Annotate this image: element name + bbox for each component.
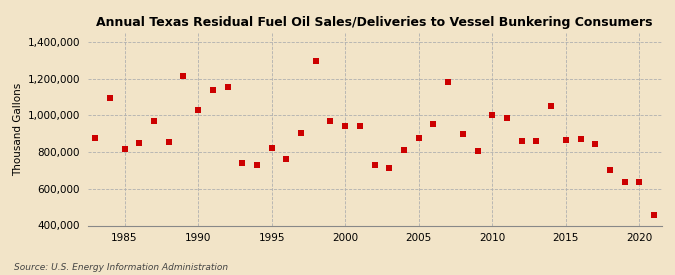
- Point: [590, 142, 601, 146]
- Point: [546, 104, 557, 109]
- Point: [443, 79, 454, 84]
- Point: [252, 163, 263, 167]
- Point: [516, 139, 527, 143]
- Point: [325, 119, 336, 123]
- Point: [560, 138, 571, 142]
- Point: [399, 148, 410, 153]
- Point: [281, 157, 292, 162]
- Point: [472, 149, 483, 153]
- Point: [296, 131, 306, 135]
- Point: [266, 145, 277, 150]
- Point: [90, 136, 101, 141]
- Point: [178, 74, 189, 78]
- Point: [428, 122, 439, 126]
- Point: [487, 112, 497, 117]
- Point: [369, 163, 380, 167]
- Point: [148, 119, 159, 123]
- Point: [105, 96, 115, 100]
- Point: [340, 123, 350, 128]
- Y-axis label: Thousand Gallons: Thousand Gallons: [14, 82, 24, 176]
- Point: [620, 179, 630, 184]
- Point: [207, 88, 218, 92]
- Point: [649, 212, 659, 217]
- Point: [310, 59, 321, 64]
- Point: [237, 161, 248, 165]
- Point: [605, 168, 616, 173]
- Point: [458, 132, 468, 136]
- Point: [222, 85, 233, 89]
- Point: [134, 141, 144, 145]
- Point: [163, 140, 174, 144]
- Point: [354, 124, 365, 129]
- Title: Annual Texas Residual Fuel Oil Sales/Deliveries to Vessel Bunkering Consumers: Annual Texas Residual Fuel Oil Sales/Del…: [97, 16, 653, 29]
- Point: [575, 137, 586, 142]
- Text: Source: U.S. Energy Information Administration: Source: U.S. Energy Information Administ…: [14, 263, 227, 272]
- Point: [384, 166, 395, 170]
- Point: [192, 108, 203, 112]
- Point: [531, 139, 542, 143]
- Point: [413, 136, 424, 141]
- Point: [119, 147, 130, 152]
- Point: [634, 180, 645, 185]
- Point: [502, 116, 512, 120]
